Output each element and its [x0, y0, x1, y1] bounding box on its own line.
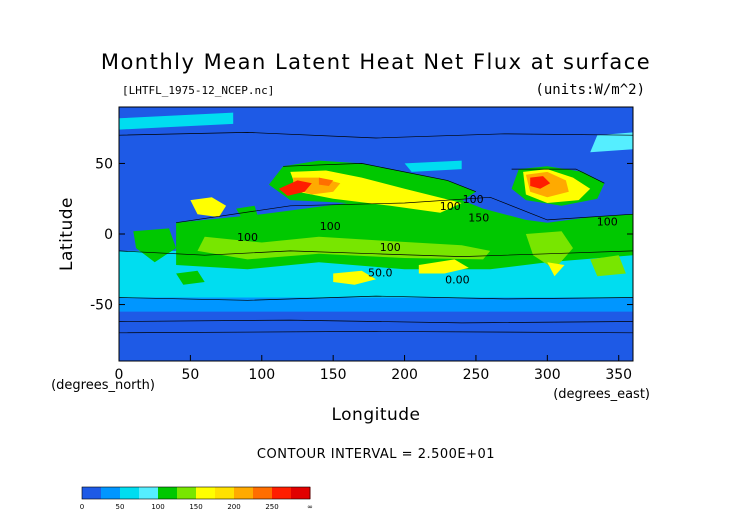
field-arabian-yellow	[190, 197, 227, 218]
field-natl-red	[530, 176, 551, 189]
x-axis-ticks: 0 50 100 150 200 250 300 350	[115, 355, 632, 383]
colorbar-swatch	[291, 487, 311, 499]
colorbar-swatch	[234, 487, 254, 499]
contour-label: 100	[380, 241, 401, 254]
field-spac-yellow	[333, 270, 376, 285]
field-nordic-cyan	[590, 132, 633, 153]
y-unit-label: (degrees_north)	[51, 378, 155, 393]
x-tick-label: 250	[463, 367, 490, 383]
colorbar-swatch	[82, 487, 102, 499]
colorbar-swatch	[272, 487, 292, 499]
field-npac-orange2	[318, 177, 334, 186]
field-npac-red	[278, 180, 312, 196]
field-arctic	[119, 107, 633, 136]
x-unit-label: (degrees_east)	[553, 387, 650, 402]
colorbar-swatch	[120, 487, 140, 499]
x-tick-label: 50	[181, 367, 199, 383]
x-tick-label: 300	[534, 367, 561, 383]
field-antarctic	[119, 321, 633, 361]
contour-npac	[283, 163, 477, 193]
x-tick-label: 350	[605, 367, 632, 383]
contour-label: 100	[597, 216, 618, 229]
contour-label: 50.0	[368, 266, 393, 279]
colorbar-swatch	[253, 487, 273, 499]
contour-s62	[119, 319, 633, 324]
field-satl-green	[590, 255, 626, 277]
field-samerica-green	[525, 231, 573, 270]
contour-n-trop	[176, 196, 633, 224]
y-tick-label: 0	[104, 227, 113, 243]
field-arctic-cyan	[119, 112, 234, 130]
colorbar-swatch	[158, 487, 178, 499]
colorbar-swatch	[215, 487, 235, 499]
colorbar-frame	[81, 486, 311, 500]
colorbar-tick-label: ∞	[307, 503, 313, 511]
field-southern-lightblue	[119, 297, 633, 312]
colorbar-swatch	[101, 487, 121, 499]
colorbar-swatch	[177, 487, 197, 499]
file-label: [LHTFL_1975-12_NCEP.nc]	[122, 84, 274, 97]
units-label: (units:W/m^2)	[535, 82, 645, 98]
contour-s45	[119, 295, 633, 301]
field-africa-green	[133, 228, 177, 263]
x-axis-label: Longitude	[331, 405, 420, 425]
field-tropical-lightgreen	[197, 236, 491, 260]
contour-label: 100	[320, 220, 341, 233]
contour-s12	[119, 250, 633, 257]
colorbar-swatch	[139, 487, 159, 499]
y-axis-ticks: 50 0 -50	[90, 156, 633, 314]
contour-label: 100	[463, 193, 484, 206]
x-tick-label: 150	[320, 367, 347, 383]
chart-title: Monthly Mean Latent Heat Net Flux at sur…	[101, 50, 651, 74]
y-tick-label: -50	[90, 298, 113, 314]
colorbar-tick-label: 100	[151, 503, 164, 511]
contour-label: 150	[468, 211, 489, 224]
field-npac-cyan	[404, 160, 462, 172]
colorbar-tick-label: 0	[80, 503, 84, 511]
field-samerica-yellow	[547, 262, 565, 277]
colorbar-tick-label: 50	[116, 503, 125, 511]
contour-s70	[119, 331, 633, 334]
x-tick-label: 200	[391, 367, 418, 383]
field-sindian-green	[176, 270, 205, 285]
contour-interval-text: CONTOUR INTERVAL = 2.500E+01	[257, 447, 495, 462]
x-tick-label: 0	[115, 367, 124, 383]
contour-natl	[511, 168, 605, 184]
contour-label: 0.00	[445, 273, 470, 286]
colorbar: 0 50 100 150 200 250 ∞	[80, 486, 313, 511]
x-tick-label: 100	[248, 367, 275, 383]
colorbar-tick-label: 250	[265, 503, 278, 511]
colorbar-tick-label: 200	[227, 503, 240, 511]
contour-n70	[119, 132, 633, 139]
field-spac-yellow2	[418, 259, 469, 274]
contour-label: 100	[440, 200, 461, 213]
y-axis-label: Latitude	[57, 197, 77, 271]
y-tick-label: 50	[95, 156, 113, 172]
contour-lines	[119, 132, 633, 334]
field-bengal-green	[236, 205, 259, 223]
colorbar-swatch	[196, 487, 216, 499]
colorbar-tick-label: 150	[189, 503, 202, 511]
contour-label: 100	[237, 231, 258, 244]
